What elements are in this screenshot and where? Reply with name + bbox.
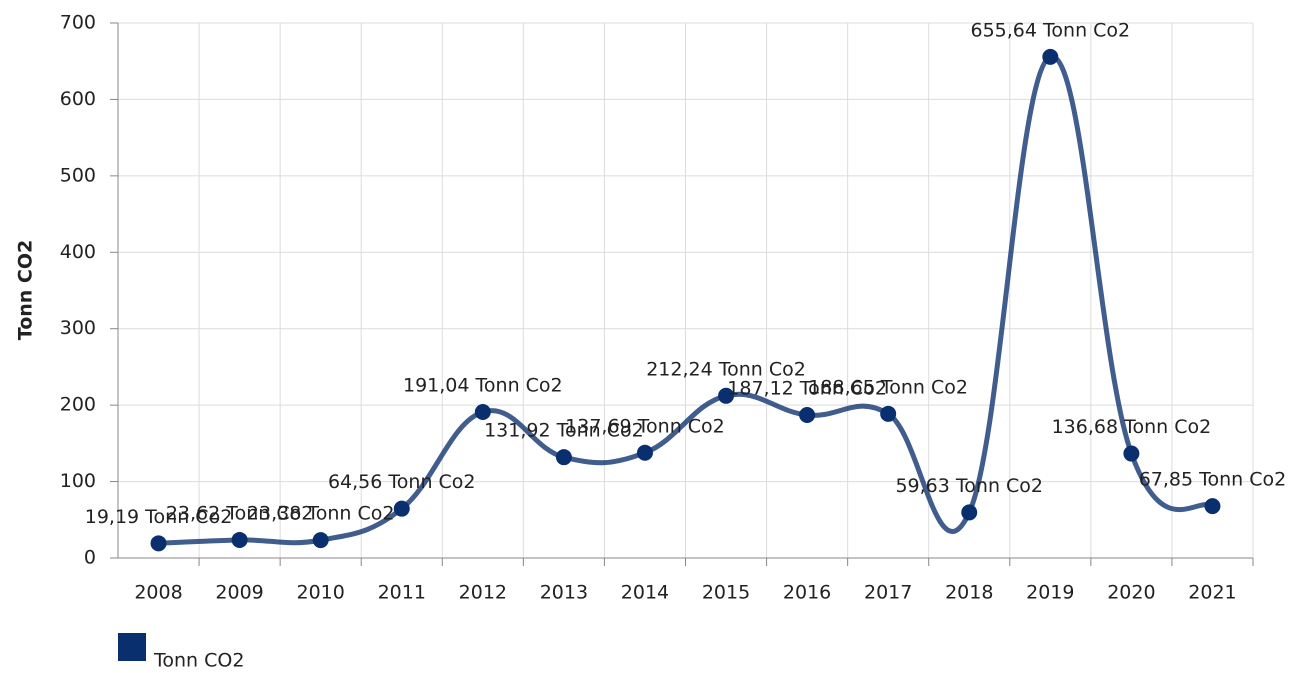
data-label: 191,04 Tonn Co2 bbox=[403, 374, 563, 396]
x-tick-label: 2017 bbox=[864, 582, 912, 604]
legend-label: Tonn CO2 bbox=[153, 650, 244, 672]
data-point bbox=[555, 449, 572, 466]
data-label: 64,56 Tonn Co2 bbox=[328, 471, 476, 493]
data-point bbox=[1042, 48, 1059, 65]
data-point bbox=[880, 405, 897, 422]
data-label: 67,85 Tonn Co2 bbox=[1139, 469, 1287, 491]
x-tick-label: 2011 bbox=[378, 582, 426, 604]
data-label: 655,64 Tonn Co2 bbox=[971, 19, 1131, 41]
series-line bbox=[158, 54, 1214, 546]
data-point bbox=[1123, 445, 1140, 462]
y-tick-label: 600 bbox=[60, 88, 96, 110]
data-point bbox=[312, 532, 329, 549]
x-tick-label: 2015 bbox=[702, 582, 750, 604]
x-tick-label: 2009 bbox=[215, 582, 263, 604]
data-point bbox=[1204, 498, 1221, 515]
x-tick-label: 2013 bbox=[540, 582, 588, 604]
y-tick-label: 400 bbox=[60, 241, 96, 263]
y-tick-label: 300 bbox=[60, 317, 96, 339]
data-point bbox=[718, 387, 735, 404]
x-tick-label: 2016 bbox=[783, 582, 831, 604]
data-label: 187,12 Tonn Co2 bbox=[727, 377, 887, 399]
y-tick-label: 100 bbox=[60, 470, 96, 492]
data-label: 23,62 Tonn Co2 bbox=[166, 502, 314, 524]
y-tick-label: 0 bbox=[84, 547, 96, 569]
data-label: 188,65 Tonn Co2 bbox=[808, 376, 968, 398]
data-point bbox=[231, 531, 248, 548]
x-tick-label: 2012 bbox=[459, 582, 507, 604]
data-point bbox=[636, 444, 653, 461]
data-label: 23,38 Tonn Co2 bbox=[247, 503, 395, 525]
x-tick-label: 2019 bbox=[1026, 582, 1074, 604]
y-tick-label: 500 bbox=[60, 164, 96, 186]
data-label: 131,92 Tonn Co2 bbox=[484, 420, 644, 442]
data-label: 137,69 Tonn Co2 bbox=[565, 415, 725, 437]
data-point bbox=[150, 535, 167, 552]
data-point bbox=[393, 500, 410, 517]
x-tick-label: 2020 bbox=[1107, 582, 1155, 604]
x-tick-label: 2008 bbox=[134, 582, 182, 604]
x-tick-label: 2021 bbox=[1188, 582, 1236, 604]
data-label: 136,68 Tonn Co2 bbox=[1052, 416, 1212, 438]
y-tick-label: 700 bbox=[60, 12, 96, 34]
data-point bbox=[474, 403, 491, 420]
y-tick-label: 200 bbox=[60, 394, 96, 416]
data-point bbox=[961, 504, 978, 521]
legend-swatch bbox=[118, 633, 146, 661]
x-tick-label: 2018 bbox=[945, 582, 993, 604]
data-label: 212,24 Tonn Co2 bbox=[646, 358, 806, 380]
x-tick-label: 2014 bbox=[621, 582, 669, 604]
data-label: 59,63 Tonn Co2 bbox=[895, 475, 1043, 497]
y-axis-title: Tonn CO2 bbox=[15, 240, 37, 340]
x-tick-label: 2010 bbox=[296, 582, 344, 604]
data-point bbox=[799, 406, 816, 423]
data-label: 19,19 Tonn Co2 bbox=[85, 506, 233, 528]
